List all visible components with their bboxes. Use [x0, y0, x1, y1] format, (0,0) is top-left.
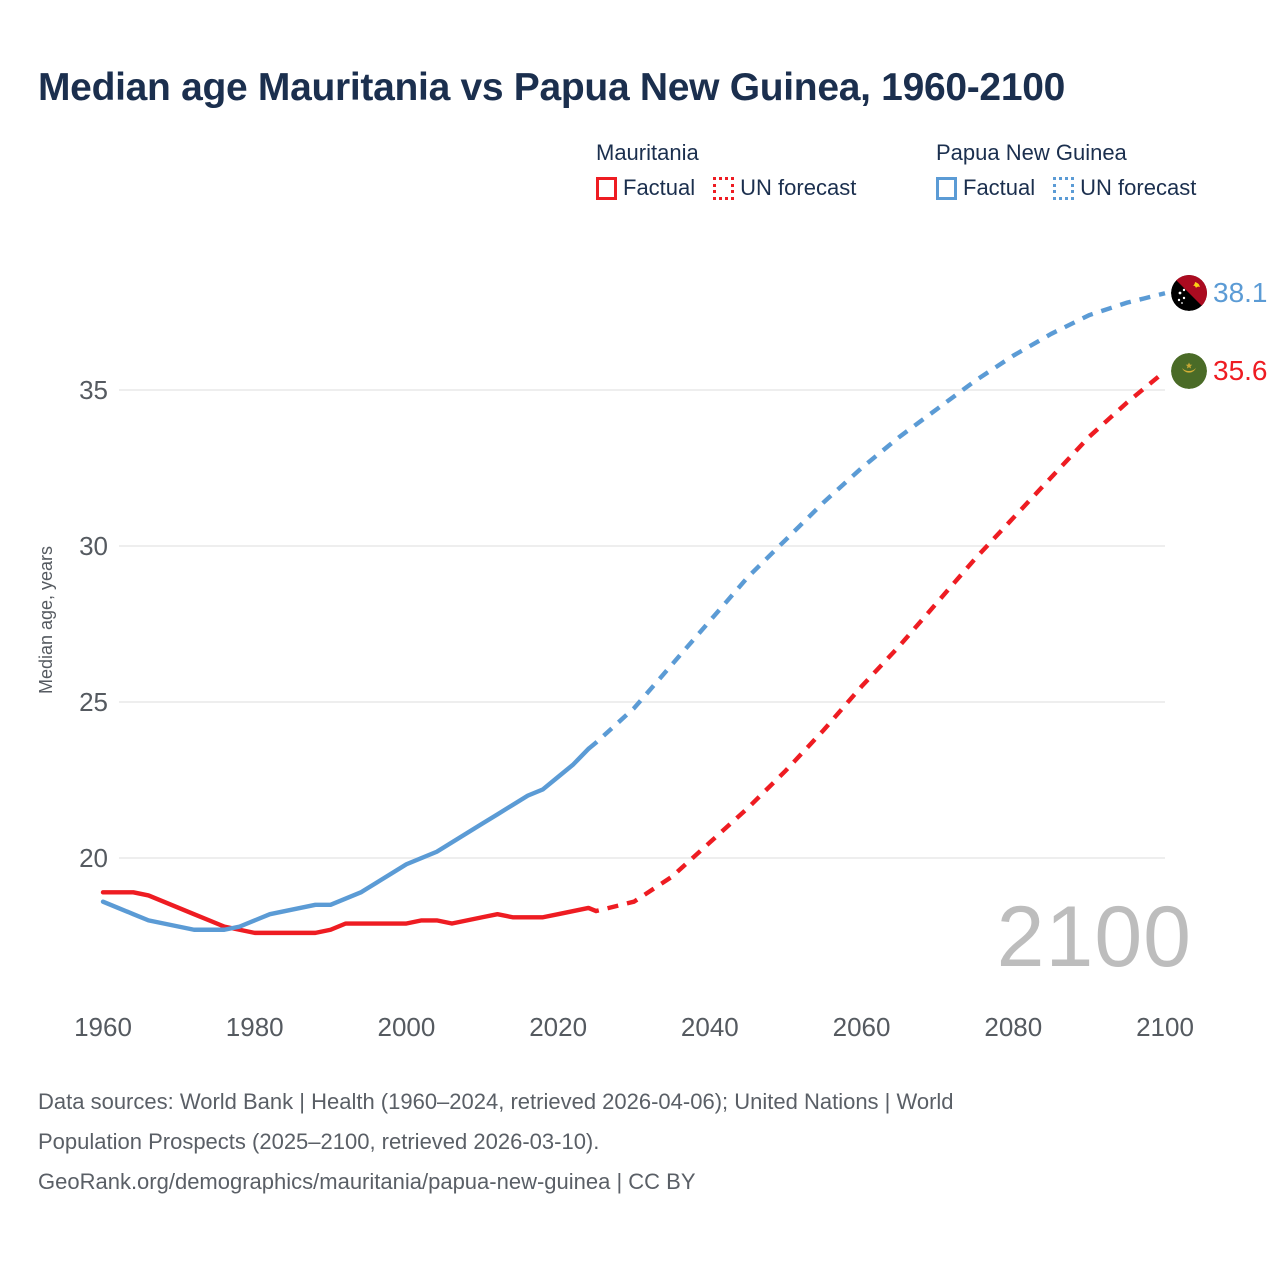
legend-item-factual[interactable]: Factual: [596, 175, 695, 201]
legend-group-mauritania: Mauritania Factual UN forecast: [596, 140, 856, 201]
y-axis-ticks: 20 25 30 35: [79, 375, 108, 873]
y-gridlines: [119, 389, 1165, 859]
year-watermark: 2100: [996, 889, 1192, 985]
solid-square-swatch: [936, 176, 957, 200]
x-axis-ticks: 1960 1980 2000 2020 2040 2060 2080 2100: [74, 1012, 1194, 1042]
legend-country-name: Mauritania: [596, 140, 699, 165]
legend-item-un-forecast[interactable]: UN forecast: [713, 175, 856, 201]
x-tick-label: 2000: [378, 1012, 436, 1042]
legend-item-label: UN forecast: [740, 175, 857, 200]
legend-item-factual[interactable]: Factual: [936, 175, 1035, 201]
x-tick-label: 2080: [984, 1012, 1042, 1042]
end-label-value: 38.1: [1213, 277, 1268, 309]
legend-item-label: Factual: [963, 175, 1036, 200]
end-label-value: 35.6: [1213, 355, 1268, 387]
chart-legend: Mauritania Factual UN forecast Papua New Gu…: [596, 140, 1256, 230]
y-tick-label: 35: [79, 375, 108, 405]
legend-items: Factual UN forecast: [596, 175, 856, 201]
series-line-forecast-papua-new-guinea: [587, 291, 1166, 751]
x-tick-label: 2020: [529, 1012, 587, 1042]
x-tick-label: 1960: [74, 1012, 132, 1042]
y-axis-title: Median age, years: [36, 546, 56, 694]
series-line-forecast-mauritania: [587, 369, 1167, 914]
legend-item-label: UN forecast: [1080, 175, 1197, 200]
legend-item-un-forecast[interactable]: UN forecast: [1053, 175, 1196, 201]
footer-source-link[interactable]: GeoRank.org/demographics/mauritania/papu…: [38, 1169, 696, 1194]
papua-new-guinea-flag-icon: [1171, 275, 1207, 312]
y-tick-label: 30: [79, 531, 108, 561]
mauritania-flag-icon: [1171, 353, 1207, 390]
legend-country-name: Papua New Guinea: [936, 140, 1127, 165]
y-tick-label: 25: [79, 687, 108, 717]
legend-group-papua-new-guinea: Papua New Guinea Factual UN forecast: [936, 140, 1196, 201]
x-tick-label: 2100: [1136, 1012, 1194, 1042]
x-tick-label: 1980: [226, 1012, 284, 1042]
dotted-square-swatch: [1053, 176, 1075, 200]
solid-square-swatch: [596, 176, 617, 200]
legend-items: Factual UN forecast: [936, 175, 1196, 201]
dotted-square-swatch: [713, 176, 735, 200]
series-line-factual-mauritania: [100, 890, 591, 936]
series-line-factual-papua-new-guinea: [100, 746, 591, 932]
footer-line-2: Population Prospects (2025–2100, retriev…: [38, 1129, 600, 1154]
legend-item-label: Factual: [623, 175, 696, 200]
x-tick-label: 2060: [833, 1012, 891, 1042]
footer-line-1: Data sources: World Bank | Health (1960–…: [38, 1089, 954, 1114]
end-label-mauritania: 35.6: [1171, 353, 1268, 390]
chart-footer: Data sources: World Bank | Health (1960–…: [38, 1085, 1218, 1199]
x-tick-label: 2040: [681, 1012, 739, 1042]
y-tick-label: 20: [79, 843, 108, 873]
page-title: Median age Mauritania vs Papua New Guine…: [38, 66, 1065, 109]
end-label-papua-new-guinea: 38.1: [1171, 275, 1268, 312]
